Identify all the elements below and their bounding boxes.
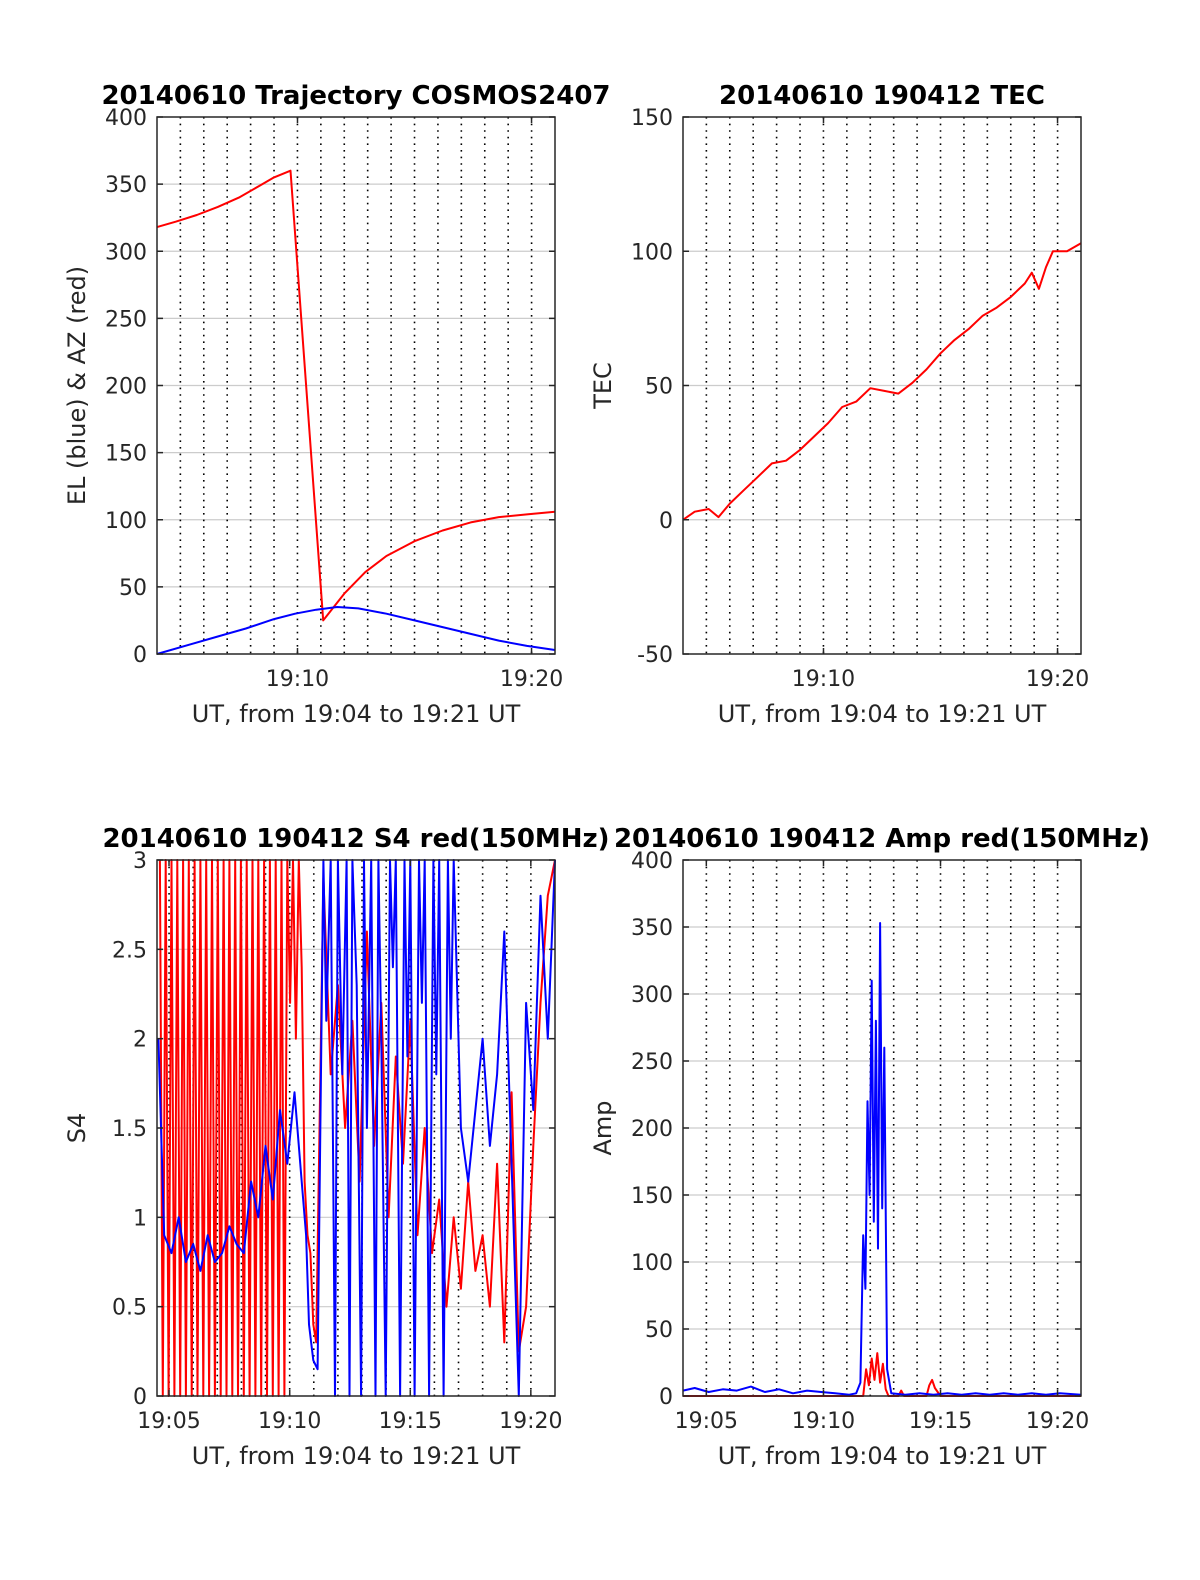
chart-tec-title: 20140610 190412 TEC — [719, 81, 1045, 111]
chart-trajectory: 0 50 100 150 200 250 300 350 400 19:10 19:20 201406… — [63, 81, 611, 728]
chart-amp-title: 20140610 190412 Amp red(150MHz) — [614, 824, 1150, 854]
chart-trajectory-ytick-label: 50 — [119, 576, 147, 601]
chart-trajectory-ytick-label: 250 — [105, 307, 147, 332]
chart-s4-ytick-label: 2 — [133, 1028, 147, 1053]
chart-trajectory-xtick-label: 19:20 — [500, 667, 563, 692]
chart-trajectory-ytick-label: 150 — [105, 442, 147, 467]
chart-s4-ylabel: S4 — [63, 1113, 91, 1144]
chart-amp-xtick-label: 19:15 — [909, 1409, 972, 1434]
chart-amp-xtick-label: 19:20 — [1026, 1409, 1089, 1434]
chart-tec-ylabel: TEC — [589, 362, 617, 410]
chart-amp-ytick-label: 350 — [631, 916, 673, 941]
chart-trajectory-ytick-label: 350 — [105, 173, 147, 198]
chart-s4-title: 20140610 190412 S4 red(150MHz) — [102, 824, 609, 854]
chart-amp-xtick-label: 19:05 — [675, 1409, 738, 1434]
chart-s4-xtick-label: 19:20 — [499, 1409, 562, 1434]
chart-amp-ytick-label: 150 — [631, 1184, 673, 1209]
chart-trajectory-ylabel: EL (blue) & AZ (red) — [63, 266, 91, 505]
chart-amp-ytick-label: 300 — [631, 983, 673, 1008]
chart-tec-xtick-label: 19:10 — [792, 667, 855, 692]
chart-tec-ytick-label: 100 — [631, 240, 673, 265]
chart-amp-series-red — [683, 1352, 1081, 1397]
chart-tec-series-red — [682, 242, 1082, 521]
chart-trajectory-ytick-label: 300 — [105, 240, 147, 265]
chart-amp-xtick-label: 19:10 — [792, 1409, 855, 1434]
chart-amp-ytick-label: 50 — [645, 1318, 673, 1343]
chart-s4-xtick-label: 19:15 — [379, 1409, 442, 1434]
chart-amp-ytick-label: 250 — [631, 1050, 673, 1075]
chart-s4-ytick-label: 0.5 — [112, 1296, 147, 1321]
chart-trajectory-ytick-label: 400 — [105, 106, 147, 131]
chart-tec-ytick-label: -50 — [637, 643, 673, 668]
chart-trajectory-xtick-label: 19:10 — [266, 667, 329, 692]
chart-tec-ytick-label: 50 — [645, 375, 673, 400]
chart-amp-ytick-label: 100 — [631, 1251, 673, 1276]
chart-tec-ytick-label: 150 — [631, 106, 673, 131]
chart-s4-ytick-label: 0 — [133, 1385, 147, 1410]
chart-trajectory-xlabel: UT, from 19:04 to 19:21 UT — [192, 700, 521, 728]
chart-s4-series-blue — [157, 859, 556, 1397]
chart-trajectory-ytick-label: 100 — [105, 509, 147, 534]
chart-trajectory-ytick-label: 0 — [133, 643, 147, 668]
chart-trajectory-title: 20140610 Trajectory COSMOS2407 — [101, 81, 610, 111]
chart-amp-series-blue — [682, 922, 1082, 1396]
chart-s4-series-red — [158, 859, 556, 1397]
chart-trajectory-ytick-label: 200 — [105, 375, 147, 400]
chart-amp-ylabel: Amp — [589, 1100, 617, 1155]
chart-s4-ytick-label: 2.5 — [112, 938, 147, 963]
chart-tec: -50 0 50 100 150 19:10 19:20 20140610 190412 TE… — [589, 81, 1089, 728]
chart-amp-ytick-label: 400 — [631, 849, 673, 874]
chart-s4-xlabel: UT, from 19:04 to 19:21 UT — [192, 1442, 521, 1470]
chart-amp-ytick-label: 0 — [659, 1385, 673, 1410]
chart-amp-xlabel: UT, from 19:04 to 19:21 UT — [718, 1442, 1047, 1470]
chart-amp: 0 50 100 150 200 250 300 350 400 19:05 19:10 19:15 1… — [589, 824, 1150, 1470]
chart-s4-xtick-label: 19:05 — [137, 1409, 200, 1434]
chart-s4-xtick-label: 19:10 — [258, 1409, 321, 1434]
chart-s4-ytick-label: 3 — [133, 849, 147, 874]
chart-tec-xtick-label: 19:20 — [1026, 667, 1089, 692]
chart-tec-xlabel: UT, from 19:04 to 19:21 UT — [718, 700, 1047, 728]
chart-s4-ytick-label: 1.5 — [112, 1117, 147, 1142]
chart-s4-ytick-label: 1 — [133, 1206, 147, 1231]
chart-trajectory-series-red — [156, 169, 556, 622]
chart-trajectory-series-blue — [156, 606, 556, 655]
chart-amp-ytick-label: 200 — [631, 1117, 673, 1142]
chart-s4: 0 0.5 1 1.5 2 2.5 3 19:05 19:10 19:15 19:20 2014061… — [63, 824, 610, 1470]
chart-tec-ytick-label: 0 — [659, 509, 673, 534]
